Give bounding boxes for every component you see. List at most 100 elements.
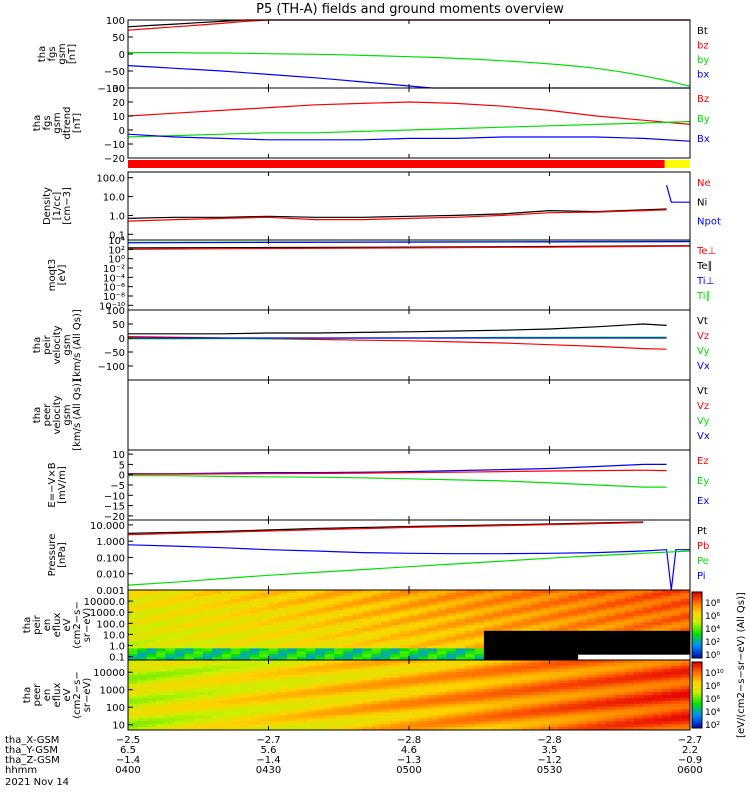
spectrogram-cell [296, 645, 307, 649]
spectrogram-cell [277, 680, 288, 684]
spectrogram-cell [390, 625, 401, 629]
spectrogram-cell [493, 727, 504, 731]
colorbar-tick-label: 10⁸ [705, 682, 720, 692]
spectrogram-cell [156, 619, 166, 623]
spectrogram-cell [633, 625, 644, 629]
spectrogram-cell [577, 651, 588, 655]
colorbar-cell [692, 718, 702, 721]
spectrogram-cell [390, 627, 401, 632]
spectrogram-cell [418, 622, 429, 626]
spectrogram-cell [558, 654, 569, 658]
spectrogram-cell [427, 721, 438, 725]
spectrogram-cell [399, 590, 410, 594]
spectrogram-cell [184, 689, 195, 693]
spectrogram-cell [502, 625, 513, 629]
spectrogram-cell [277, 613, 288, 617]
spectrogram-cell [259, 601, 269, 606]
spectrogram-cell [305, 598, 316, 603]
spectrogram-cell [661, 674, 672, 678]
spectrogram-cell [577, 619, 588, 623]
spectrogram-cell [352, 607, 363, 611]
x-row-value: 0400 [115, 765, 140, 776]
spectrogram-cell [165, 590, 176, 594]
legend-Vt: Vt [697, 386, 708, 397]
spectrogram-cell [221, 680, 232, 684]
spectrogram-cell [352, 595, 363, 600]
spectrogram-cell [296, 686, 307, 690]
series-Ex [128, 463, 667, 475]
spectrogram-cell [240, 718, 251, 722]
spectrogram-cell [474, 724, 485, 728]
spectrogram-cell [624, 639, 635, 643]
spectrogram-cell [643, 706, 654, 711]
spectrogram-cell [277, 625, 288, 629]
spectrogram-cell [624, 607, 635, 611]
spectrogram-cell [202, 660, 213, 664]
spectrogram-cell [568, 619, 579, 623]
spectrogram-cell [231, 627, 241, 632]
spectrogram-cell [287, 625, 298, 629]
spectrogram-cell [502, 604, 513, 608]
colorbar-cell [692, 636, 702, 639]
spectrogram-cell [680, 648, 691, 652]
spectrogram-cell [296, 613, 307, 617]
spectrogram-cell [671, 627, 682, 632]
spectrogram-cell [540, 607, 550, 611]
spectrogram-cell [568, 668, 579, 673]
spectrogram-cell [586, 665, 597, 670]
spectrogram-cell [483, 680, 494, 684]
spectrogram-cell [231, 604, 241, 608]
y-axis-label: gsm [62, 334, 73, 355]
spectrogram-cell [137, 706, 148, 711]
spectrogram-cell [418, 651, 429, 655]
spectrogram-cell [474, 700, 485, 705]
spectrogram-cell [446, 706, 457, 711]
spectrogram-cell [483, 592, 494, 597]
spectrogram-cell [661, 715, 672, 719]
spectrogram-cell [474, 665, 485, 670]
spectrogram-cell [343, 660, 354, 664]
spectrogram-cell [661, 709, 672, 713]
spectrogram-cell [596, 660, 607, 664]
spectrogram-cell [137, 651, 148, 655]
spectrogram-cell [221, 712, 232, 716]
spectrogram-cell [324, 654, 335, 658]
spectrogram-cell [409, 712, 419, 716]
spectrogram-cell [221, 671, 232, 676]
spectrogram-cell [399, 700, 410, 705]
spectrogram-cell [277, 695, 288, 699]
spectrogram-cell [502, 610, 513, 614]
spectrogram-cell [493, 671, 504, 676]
spectrogram-cell [652, 692, 663, 696]
spectrogram-cell [334, 633, 344, 638]
spectrogram-cell [165, 592, 176, 597]
spectrogram-cell [184, 686, 195, 690]
spectrogram-cell [259, 648, 269, 652]
spectrogram-cell [615, 703, 625, 708]
spectrogram-cell [465, 665, 476, 670]
spectrogram-cell [549, 651, 560, 655]
spectrogram-cell [530, 689, 541, 693]
spectrogram-cell [212, 721, 223, 725]
spectrogram-cell [128, 709, 138, 713]
spectrogram-cell [277, 718, 288, 722]
spectrogram-cell [231, 706, 241, 711]
spectrogram-cell [615, 613, 625, 617]
spectrogram-cell [259, 724, 269, 728]
y-axis-label: [km/s (All Qs)] [72, 309, 83, 381]
spectrogram-cell [371, 689, 382, 693]
spectrogram-cell [334, 686, 344, 690]
spectrogram-cell [202, 697, 213, 702]
spectrogram-cell [652, 639, 663, 643]
spectrogram-cell [146, 645, 157, 649]
spectrogram-cell [483, 604, 494, 608]
spectrogram-cell [530, 660, 541, 664]
spectrogram-cell [586, 622, 597, 626]
y-axis-label: [km/s (All Qs)] [72, 379, 83, 451]
spectrogram-cell [156, 592, 166, 597]
spectrogram-cell [661, 668, 672, 673]
spectrogram-cell [315, 639, 326, 643]
spectrogram-cell [455, 727, 466, 731]
